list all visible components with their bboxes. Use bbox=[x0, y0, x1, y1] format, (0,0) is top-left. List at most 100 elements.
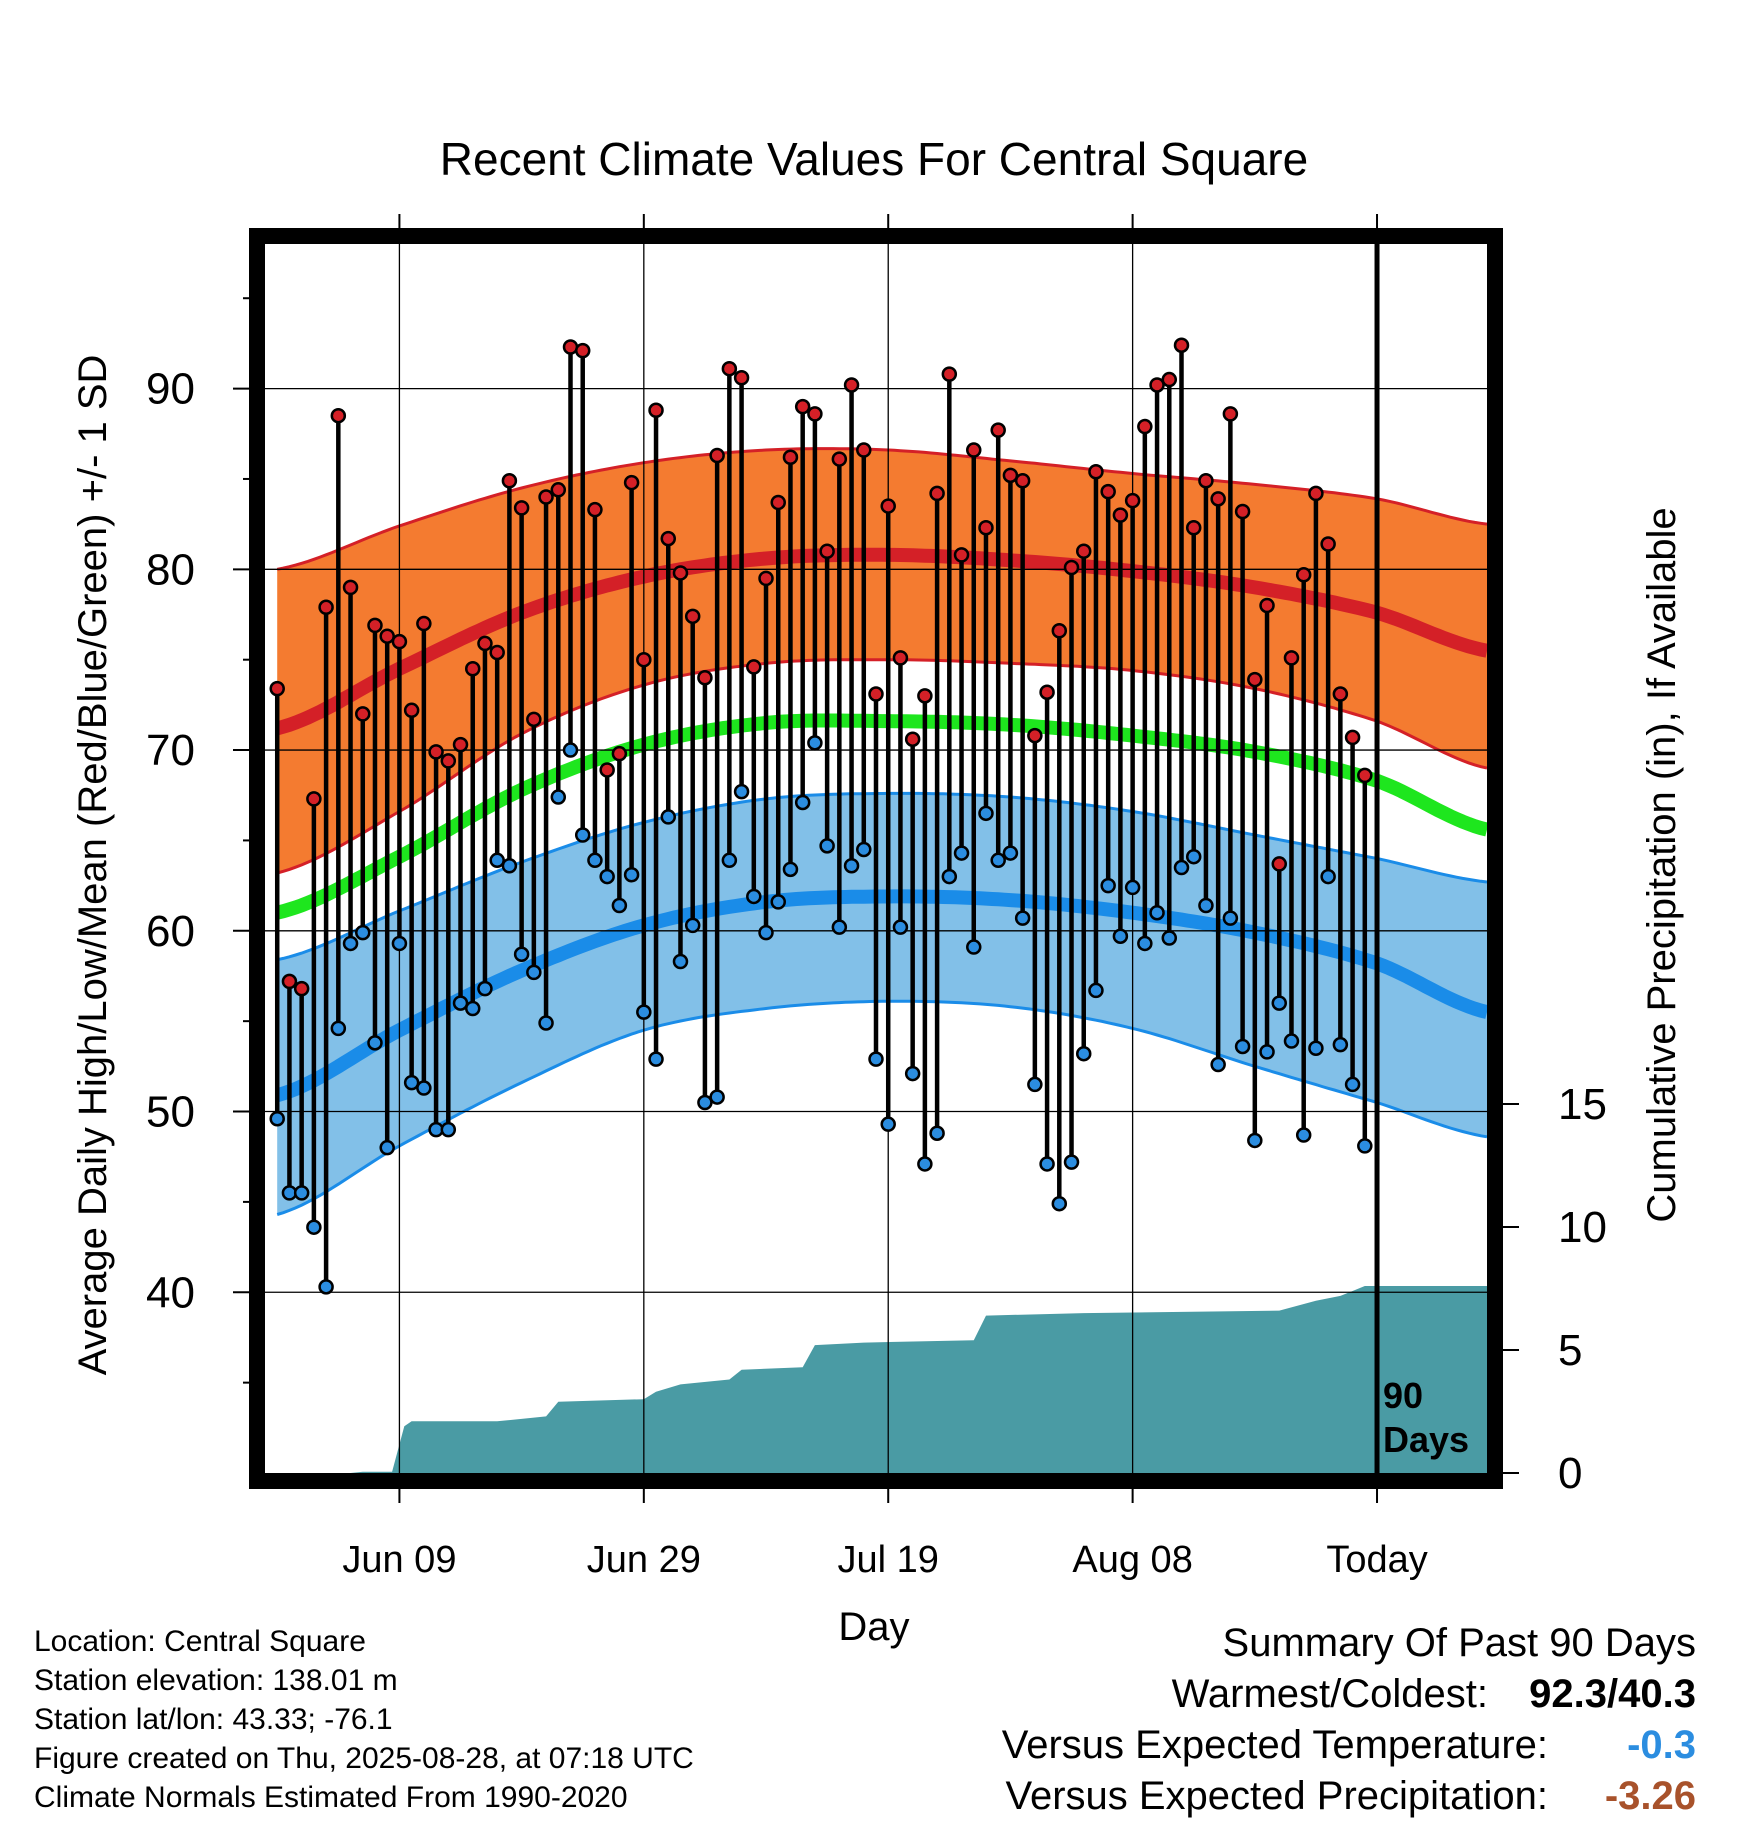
daily-high-point bbox=[758, 570, 774, 587]
info-created: Figure created on Thu, 2025-08-28, at 07… bbox=[34, 1742, 694, 1775]
daily-high-point bbox=[1185, 520, 1202, 536]
daily-high-point bbox=[1259, 597, 1275, 614]
daily-low-point bbox=[355, 924, 371, 941]
daily-low-point bbox=[416, 1080, 432, 1096]
daily-high-point bbox=[1198, 473, 1214, 489]
daily-low-point bbox=[1137, 935, 1153, 952]
daily-high-point bbox=[1271, 856, 1288, 872]
high-sd-band-fill bbox=[277, 448, 1488, 873]
x-axis-label: Day bbox=[838, 1605, 909, 1649]
daily-high-point bbox=[1210, 491, 1226, 507]
daily-high-point bbox=[990, 422, 1006, 438]
daily-low-point bbox=[709, 1089, 725, 1105]
daily-low-point bbox=[464, 1000, 481, 1017]
daily-high-point bbox=[440, 753, 457, 769]
plot-frame bbox=[249, 228, 1503, 1489]
daily-low-point bbox=[770, 894, 786, 910]
daily-low-point bbox=[636, 1004, 652, 1020]
daily-high-point bbox=[293, 980, 310, 997]
daily-low-point bbox=[538, 1015, 554, 1031]
daily-low-point bbox=[966, 939, 982, 955]
daily-low-point bbox=[391, 935, 408, 952]
daily-high-point bbox=[355, 706, 371, 722]
daily-low-point bbox=[733, 783, 750, 800]
low-sd-band-fill bbox=[277, 793, 1488, 1215]
daily-low-point bbox=[1051, 1195, 1068, 1212]
daily-high-point bbox=[1027, 727, 1043, 744]
daily-low-point bbox=[1014, 910, 1031, 926]
daily-high-point bbox=[684, 608, 701, 625]
daily-low-point bbox=[856, 841, 872, 858]
daily-low-point bbox=[1259, 1044, 1275, 1060]
daily-low-point bbox=[648, 1051, 664, 1067]
daily-low-point bbox=[452, 995, 469, 1011]
daily-low-point bbox=[1027, 1076, 1043, 1093]
daily-low-point bbox=[794, 794, 811, 811]
daily-high-point bbox=[782, 449, 799, 466]
y-left-tick-label: 60 bbox=[146, 907, 195, 956]
daily-low-point bbox=[721, 852, 738, 869]
daily-low-point bbox=[489, 852, 505, 869]
daily-high-point bbox=[526, 711, 542, 728]
summary-panel: Summary Of Past 90 Days Warmest/Coldest:… bbox=[1002, 1618, 1696, 1822]
daily-high-point bbox=[367, 617, 383, 634]
daily-high-point bbox=[1124, 492, 1141, 509]
daily-low-point bbox=[1002, 845, 1019, 861]
info-latlon: Station lat/lon: 43.33; -76.1 bbox=[34, 1703, 393, 1736]
daily-low-point bbox=[293, 1185, 310, 1201]
daily-low-point bbox=[1344, 1076, 1361, 1093]
daily-low-point bbox=[807, 735, 823, 751]
daily-high-point bbox=[1295, 566, 1312, 583]
daily-low-point bbox=[318, 1279, 334, 1295]
daily-high-point bbox=[807, 406, 823, 422]
y-right-tick-label: 10 bbox=[1558, 1203, 1607, 1252]
daily-high-point bbox=[599, 762, 615, 778]
info-normals: Climate Normals Estimated From 1990-2020 bbox=[34, 1781, 628, 1814]
daily-high-point bbox=[391, 633, 408, 650]
daily-low-point bbox=[941, 868, 958, 885]
daily-low-point bbox=[1271, 995, 1288, 1011]
daily-high-point bbox=[868, 686, 884, 702]
daily-high-point bbox=[538, 489, 554, 505]
daily-high-point bbox=[1320, 536, 1336, 552]
daily-high-point bbox=[330, 407, 347, 424]
daily-high-point bbox=[880, 498, 896, 514]
daily-low-point bbox=[623, 867, 640, 883]
daily-low-point bbox=[403, 1074, 420, 1091]
daily-low-point bbox=[550, 789, 567, 805]
daily-high-point bbox=[953, 547, 970, 563]
normal-high-line bbox=[275, 547, 1489, 736]
daily-low-point bbox=[501, 857, 518, 874]
daily-low-point bbox=[1063, 1154, 1080, 1170]
daily-high-point bbox=[281, 973, 298, 990]
daily-low-point bbox=[1210, 1056, 1226, 1073]
daily-high-point bbox=[941, 366, 958, 382]
daily-high-point bbox=[831, 451, 848, 467]
daily-low-point bbox=[1198, 897, 1214, 914]
high-sd-band-lower-edge bbox=[276, 658, 1488, 875]
daily-low-point bbox=[819, 838, 835, 854]
daily-low-point bbox=[330, 1020, 347, 1037]
daily-high-point bbox=[489, 644, 505, 661]
daily-high-point bbox=[1112, 507, 1129, 523]
daily-low-point bbox=[843, 857, 860, 874]
x-tick-label: Jun 29 bbox=[587, 1539, 701, 1581]
daily-low-point bbox=[1088, 982, 1104, 999]
daily-high-point bbox=[587, 501, 603, 518]
daily-low-point bbox=[1247, 1132, 1263, 1149]
precipitation-area bbox=[277, 1286, 1488, 1473]
daily-high-point bbox=[1173, 337, 1190, 353]
daily-high-point bbox=[856, 442, 872, 458]
daily-high-point bbox=[1149, 377, 1165, 393]
daily-low-point bbox=[782, 861, 799, 878]
daily-high-point bbox=[1002, 467, 1019, 484]
daily-low-point bbox=[526, 964, 542, 981]
daily-high-point bbox=[733, 369, 750, 386]
daily-low-point bbox=[758, 924, 774, 941]
daily-low-point bbox=[440, 1121, 457, 1138]
daily-high-point bbox=[794, 398, 811, 415]
daily-high-point bbox=[464, 660, 481, 677]
daily-low-point bbox=[1173, 859, 1190, 876]
today-marker-label: Days bbox=[1383, 1419, 1469, 1460]
